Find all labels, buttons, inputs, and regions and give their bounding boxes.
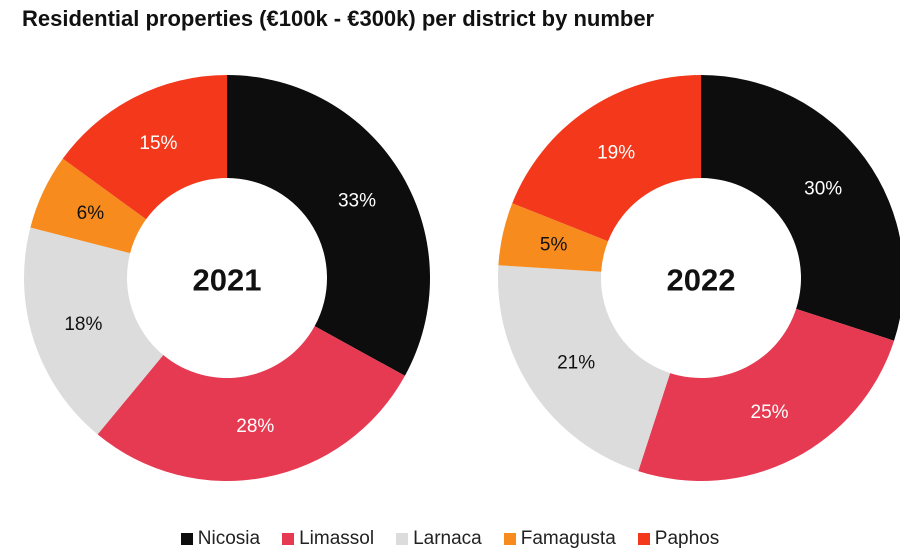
- slice-limassol-2022: [638, 308, 895, 481]
- slice-limassol-2021: [97, 326, 405, 482]
- legend-label-limassol: Limassol: [299, 528, 375, 549]
- legend-swatch-famagusta: [503, 533, 516, 545]
- slice-label-famagusta-2022: 5%: [540, 235, 568, 256]
- slice-label-limassol-2022: 25%: [751, 402, 789, 423]
- center-label-2021: 2021: [193, 263, 262, 298]
- legend-label-larnaca: Larnaca: [413, 528, 482, 549]
- donut-charts: 33% 28% 18% 6% 15% 2021 30% 25% 21% 5% 19% 2022: [23, 74, 900, 482]
- chart-title: Residential properties (€100k - €300k) p…: [22, 6, 655, 31]
- legend: Nicosia Limassol Larnaca Famagusta Papho…: [0, 528, 900, 550]
- legend-item-limassol: Limassol: [282, 528, 374, 550]
- slice-paphos-2021: [62, 74, 228, 220]
- center-label-2022: 2022: [667, 263, 736, 298]
- legend-swatch-limassol: [282, 533, 295, 545]
- legend-item-paphos: Paphos: [637, 528, 720, 550]
- legend-item-nicosia: Nicosia: [180, 528, 261, 550]
- slice-label-nicosia-2021: 33%: [338, 191, 376, 212]
- slice-label-paphos-2022: 19%: [597, 143, 635, 164]
- legend-item-larnaca: Larnaca: [396, 528, 482, 550]
- legend-swatch-nicosia: [180, 533, 193, 545]
- legend-label-famagusta: Famagusta: [520, 528, 616, 549]
- slice-label-nicosia-2022: 30%: [804, 179, 842, 200]
- slice-larnaca-2021: [23, 227, 164, 435]
- legend-label-paphos: Paphos: [654, 528, 720, 549]
- slice-nicosia-2022: [701, 75, 900, 341]
- slice-label-famagusta-2021: 6%: [77, 203, 105, 224]
- slice-famagusta-2021: [30, 158, 147, 254]
- slice-paphos-2022: [512, 75, 701, 242]
- legend-swatch-paphos: [637, 533, 650, 545]
- slice-label-larnaca-2021: 18%: [64, 314, 102, 335]
- legend-swatch-larnaca: [396, 533, 409, 545]
- slice-label-limassol-2021: 28%: [236, 416, 274, 437]
- legend-label-nicosia: Nicosia: [197, 528, 261, 549]
- slice-label-larnaca-2022: 21%: [557, 352, 595, 373]
- slice-famagusta-2022: [498, 203, 609, 272]
- slice-label-paphos-2021: 15%: [139, 133, 177, 154]
- slice-larnaca-2022: [498, 265, 671, 472]
- slice-nicosia-2021: [227, 75, 430, 376]
- legend-item-famagusta: Famagusta: [503, 528, 616, 550]
